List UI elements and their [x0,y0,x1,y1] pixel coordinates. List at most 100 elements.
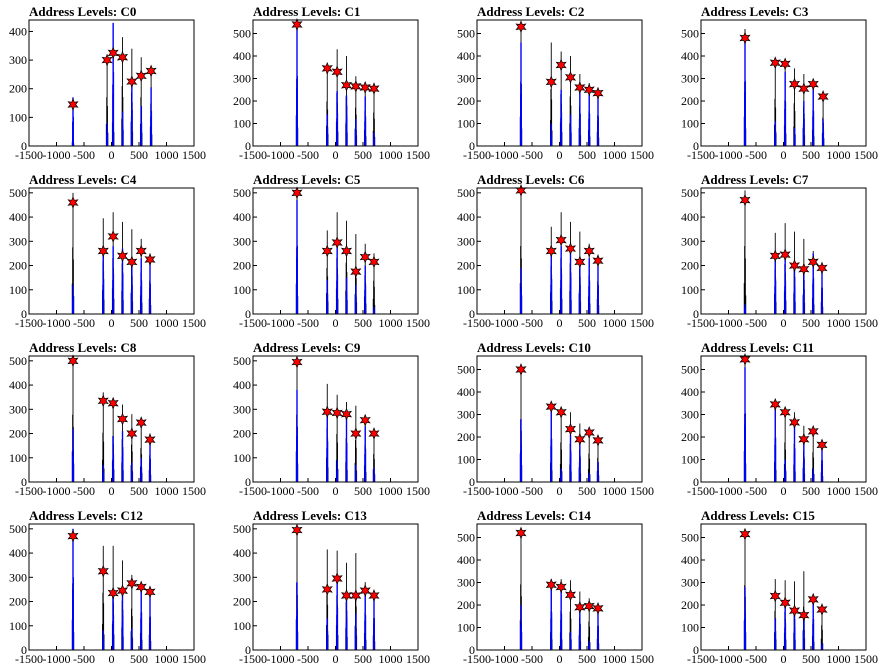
y-tick-label: 100 [233,451,251,465]
y-tick-label: 500 [233,27,251,41]
chart-svg: Address Levels: C11 0 100 200 300 400 500 -1500… [681,340,878,498]
peak-marker [331,406,343,420]
x-tick-label: 0 [781,316,787,330]
peak-marker [788,604,801,618]
peak-marker [368,82,380,96]
x-tick-label: -500 [73,484,95,498]
x-tick-label: 1500 [406,148,430,162]
peak-marker [592,601,604,615]
peak-marker [779,405,791,419]
y-tick-label: 200 [9,82,27,96]
peak-marker [583,83,595,97]
plot-frame [252,523,419,651]
x-tick-label: 1000 [827,484,851,498]
peak-marker [739,352,751,366]
x-tick-label: 1500 [182,484,206,498]
peak-marker [144,585,156,599]
peak-marker [807,77,819,91]
x-tick-label: 1000 [379,148,403,162]
x-tick-label: 0 [109,148,115,162]
x-tick-label: -1000 [491,652,519,666]
y-tick-label: 300 [9,234,27,248]
x-tick-label: 0 [109,652,115,666]
plot-frame [700,355,867,483]
chart-svg: Address Levels: C13 0 100 200 300 400 500 -1500… [233,508,430,666]
peak-marker [574,600,586,614]
peak-marker [739,193,751,207]
y-tick-label: 0 [245,475,251,489]
chart-panel-c12: Address Levels: C12 0 100 200 300 400 500 -1500… [0,504,224,672]
x-tick-label: 0 [781,484,787,498]
peak-marker [368,427,380,440]
peak-marker [816,438,828,452]
peak-marker [67,196,79,209]
x-tick-label: 0 [557,652,563,666]
y-tick-label: 0 [693,307,699,321]
peak-marker [144,433,156,447]
y-tick-label: 400 [457,553,475,567]
chart-panel-c2: Address Levels: C2 0 100 200 300 400 500 -1500-… [448,0,672,168]
peak-marker [321,405,333,419]
x-tick-label: -1000 [715,316,743,330]
peak-marker [779,57,791,71]
x-tick-label: -1500 [15,148,43,162]
chart-svg: Address Levels: C10 0 100 200 300 400 500 -1500… [457,340,654,498]
x-tick-label: 1500 [854,484,878,498]
chart-title: Address Levels: C6 [477,172,585,187]
peak-marker [97,394,109,408]
x-tick-label: -1000 [43,652,71,666]
x-tick-label: 1500 [182,316,206,330]
y-tick-label: 0 [469,643,475,657]
y-tick-label: 500 [457,186,475,200]
x-tick-label: -1000 [491,316,519,330]
x-tick-label: -1500 [463,316,491,330]
x-tick-label: -1000 [43,484,71,498]
y-tick-label: 300 [457,408,475,422]
x-tick-label: -500 [745,148,767,162]
chart-svg: Address Levels: C90100200300400500-1500-… [233,340,430,498]
chart-svg: Address Levels: C40100200300400500-1500-… [9,172,206,330]
x-tick-label: 1500 [182,652,206,666]
x-tick-label: -1500 [239,148,267,162]
y-tick-label: 200 [681,598,699,612]
x-tick-label: 0 [781,148,787,162]
peak-marker [107,586,119,600]
peak-marker [350,79,362,93]
x-tick-label: 500 [578,316,596,330]
chart-svg: Address Levels: C60100200300400500-1500-… [457,172,654,330]
x-tick-label: -500 [521,316,543,330]
peak-marker [545,75,557,89]
x-tick-label: 0 [557,316,563,330]
y-tick-label: 400 [681,49,699,63]
y-tick-label: 0 [469,307,475,321]
peak-marker [798,608,810,622]
x-tick-label: 500 [802,652,820,666]
chart-panel-c8: Address Levels: C8 0 100 200 300 400 500 -1500-… [0,336,224,504]
peak-marker [291,355,303,369]
peak-marker [359,81,371,94]
chart-svg: Address Levels: C15 0 100 200 300 400 500 -1500… [681,508,878,666]
peak-marker [135,244,147,258]
x-tick-label: 0 [333,652,339,666]
y-tick-label: 100 [9,451,27,465]
peak-marker [97,564,109,578]
y-tick-label: 100 [233,619,251,633]
x-tick-label: 0 [557,484,563,498]
x-tick-label: 0 [109,316,115,330]
x-tick-label: 500 [802,484,820,498]
x-tick-label: -1500 [687,148,715,162]
x-tick-label: 500 [354,316,372,330]
plot-frame [28,523,195,651]
x-tick-label: 1000 [155,484,179,498]
peak-marker [739,527,751,541]
peak-marker [555,233,567,247]
chart-panel-c13: Address Levels: C13 0 100 200 300 400 500 -1500… [224,504,448,672]
peak-marker [331,65,343,79]
x-tick-label: 1000 [603,652,627,666]
y-tick-label: 300 [233,72,251,86]
y-tick-label: 400 [681,210,699,224]
chart-panel-c4: Address Levels: C4 0 100 200 300 400 500 -1500-… [0,168,224,336]
y-tick-label: 300 [681,576,699,590]
x-tick-label: -1500 [463,652,491,666]
peak-marker [515,20,527,34]
